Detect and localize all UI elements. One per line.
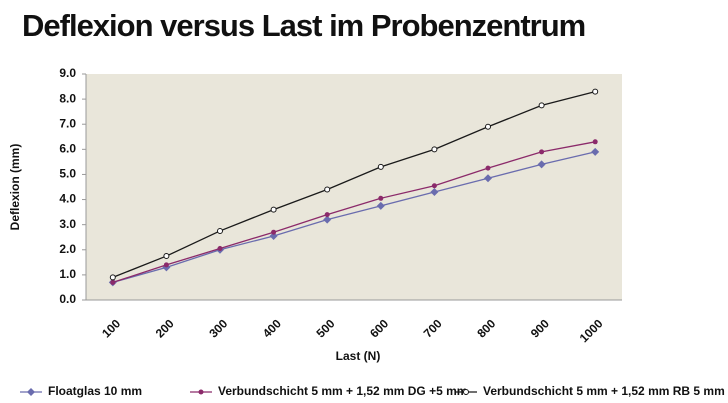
x-tick-label: 500 bbox=[314, 316, 338, 340]
data-point bbox=[270, 206, 277, 213]
legend-marker bbox=[198, 389, 204, 395]
x-tick-label: 400 bbox=[260, 316, 284, 340]
x-tick-label: 100 bbox=[99, 316, 123, 340]
data-point bbox=[323, 215, 332, 224]
data-point bbox=[591, 147, 600, 156]
chart-title: Deflexion versus Last im Probenzentrum bbox=[22, 8, 585, 43]
data-point bbox=[163, 253, 170, 260]
data-point bbox=[163, 262, 169, 268]
data-point bbox=[485, 123, 491, 130]
y-tick-label: 1.0 bbox=[59, 267, 76, 281]
y-tick-label: 3.0 bbox=[59, 217, 76, 231]
y-tick-label: 4.0 bbox=[59, 192, 76, 206]
data-point bbox=[430, 188, 439, 197]
data-point bbox=[485, 165, 491, 171]
x-tick-label: 900 bbox=[528, 316, 552, 340]
data-point bbox=[592, 88, 599, 95]
data-point bbox=[484, 174, 492, 183]
legend-label: Verbundschicht 5 mm + 1,52 mm RB 5 mm bbox=[483, 384, 725, 398]
y-tick-label: 6.0 bbox=[59, 142, 76, 156]
x-tick-label: 700 bbox=[421, 316, 445, 340]
series-line bbox=[112, 90, 596, 279]
x-tick-label: 600 bbox=[367, 316, 391, 340]
x-tick-label: 1000 bbox=[577, 316, 606, 345]
y-tick-label: 0.0 bbox=[59, 292, 76, 306]
legend-marker bbox=[463, 389, 469, 395]
legend-marker bbox=[27, 388, 35, 396]
data-point bbox=[538, 102, 545, 109]
data-point bbox=[377, 163, 384, 170]
data-point bbox=[376, 201, 385, 210]
x-tick-label: 800 bbox=[474, 316, 498, 340]
y-axis-label: Deflexion (mm) bbox=[8, 144, 22, 231]
data-point bbox=[431, 183, 437, 189]
data-point bbox=[271, 229, 277, 235]
y-tick-label: 7.0 bbox=[59, 116, 76, 130]
x-axis-label: Last (N) bbox=[336, 349, 381, 363]
data-point bbox=[431, 146, 438, 153]
y-tick-label: 5.0 bbox=[59, 167, 76, 181]
data-point bbox=[109, 274, 116, 281]
x-tick-label: 200 bbox=[153, 316, 177, 340]
data-point bbox=[324, 186, 331, 193]
data-point bbox=[269, 231, 278, 240]
y-tick-label: 2.0 bbox=[59, 242, 76, 256]
series-line bbox=[112, 141, 596, 284]
y-tick-label: 9.0 bbox=[59, 66, 76, 80]
legend-label: Floatglas 10 mm bbox=[48, 384, 142, 398]
data-point bbox=[217, 246, 223, 252]
data-point bbox=[539, 149, 545, 155]
data-point bbox=[592, 139, 598, 145]
y-tick-label: 8.0 bbox=[59, 91, 76, 105]
series-line bbox=[112, 151, 596, 284]
data-point bbox=[537, 160, 546, 169]
data-point bbox=[110, 279, 116, 285]
data-point bbox=[217, 227, 223, 234]
legend-label: Verbundschicht 5 mm + 1,52 mm DG +5 mm bbox=[218, 384, 467, 398]
x-tick-label: 300 bbox=[206, 316, 230, 340]
data-point bbox=[324, 212, 330, 218]
data-point bbox=[378, 195, 384, 201]
